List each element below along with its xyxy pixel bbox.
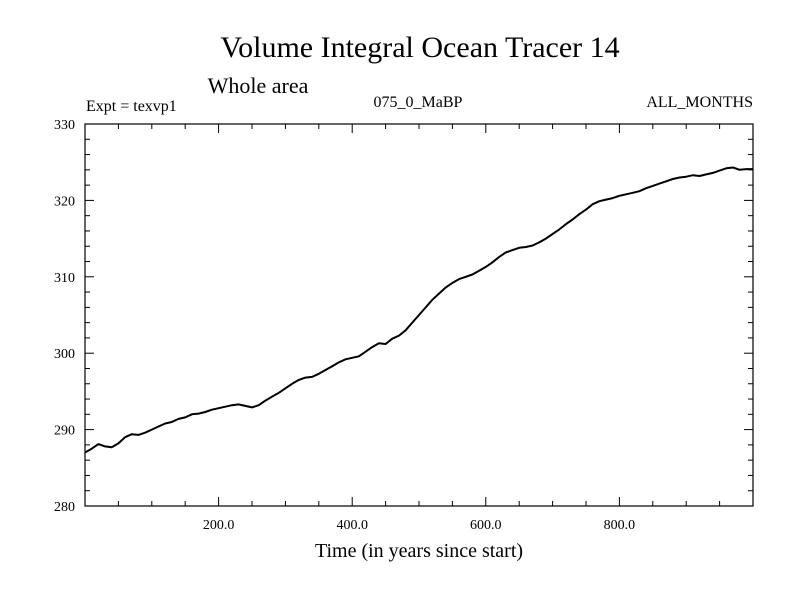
series-layer <box>84 166 753 454</box>
x-axis-label: Time (in years since start) <box>315 540 523 562</box>
x-tick-label: 800.0 <box>604 518 636 533</box>
x-tick-label: 400.0 <box>336 518 368 533</box>
y-tick-label: 320 <box>54 194 75 209</box>
axis-ticks <box>85 124 753 506</box>
y-tick-label: 290 <box>54 424 75 439</box>
y-tick-label: 280 <box>54 500 75 515</box>
y-tick-label: 310 <box>54 271 75 286</box>
x-tick-label: 200.0 <box>203 518 235 533</box>
chart-subtitle: Whole area <box>208 73 309 98</box>
chart-title: Volume Integral Ocean Tracer 14 <box>220 31 619 64</box>
y-tick-label: 300 <box>54 347 75 362</box>
experiment-label: Expt = texvp1 <box>86 98 177 115</box>
y-tick-label: 330 <box>54 118 75 133</box>
period-label: 075_0_MaBP <box>374 94 463 111</box>
y-tick-labels: 280 290 300 310 320 330 <box>54 118 75 515</box>
months-label: ALL_MONTHS <box>646 94 753 111</box>
series-line <box>84 166 753 454</box>
x-tick-labels: 200.0 400.0 600.0 800.0 <box>203 518 635 533</box>
x-tick-label: 600.0 <box>470 518 502 533</box>
